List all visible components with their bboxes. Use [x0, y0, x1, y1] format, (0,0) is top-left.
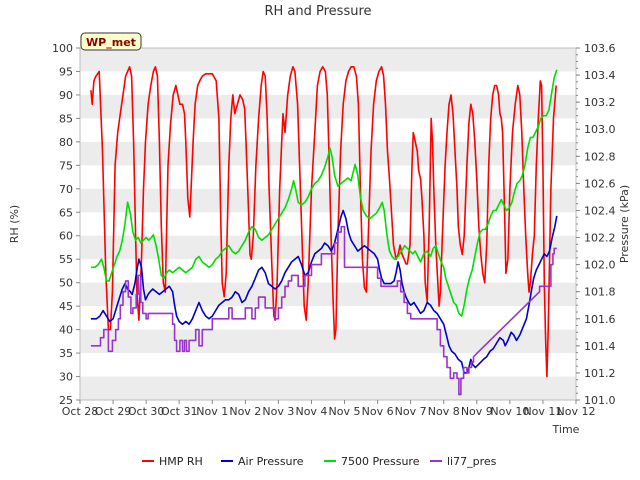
x-tick-label: Nov 5 — [329, 405, 361, 418]
x-tick-label: Oct 28 — [62, 405, 99, 418]
right-tick-label: 102.0 — [584, 259, 616, 272]
left-tick-label: 85 — [59, 112, 73, 125]
x-tick-label: Nov 8 — [428, 405, 460, 418]
x-tick-label: Oct 31 — [161, 405, 198, 418]
left-tick-label: 30 — [59, 371, 73, 384]
x-tick-label: Nov 3 — [262, 405, 294, 418]
x-tick-label: Nov 7 — [395, 405, 427, 418]
x-tick-label: Nov 1 — [196, 405, 228, 418]
legend-label: HMP RH — [159, 455, 203, 468]
right-tick-label: 103.2 — [584, 96, 616, 109]
x-axis-label: Time — [552, 423, 580, 436]
grid-band — [80, 188, 576, 213]
x-tick-label: Nov 12 — [557, 405, 596, 418]
x-tick-label: Oct 29 — [95, 405, 132, 418]
site-badge: WP_met — [80, 32, 142, 51]
grid-band — [80, 235, 576, 260]
legend: HMP RH Air Pressure 7500 Pressure li77_pres — [142, 455, 497, 468]
y-axis-label-right: Pressure (kPa) — [618, 185, 631, 263]
left-tick-label: 80 — [59, 136, 73, 149]
left-tick-label: 25 — [59, 394, 73, 407]
right-tick-label: 102.8 — [584, 150, 616, 163]
left-tick-label: 45 — [59, 300, 73, 313]
left-tick-label: 95 — [59, 65, 73, 78]
right-tick-label: 101.8 — [584, 286, 616, 299]
x-tick-label: Nov 11 — [523, 405, 562, 418]
grid-band — [80, 48, 576, 72]
left-tick-label: 70 — [59, 183, 73, 196]
right-tick-label: 103.0 — [584, 123, 616, 136]
x-tick-label: Oct 30 — [128, 405, 165, 418]
chart-title: RH and Pressure — [264, 4, 371, 19]
left-tick-label: 100 — [52, 42, 73, 55]
site-badge-box — [80, 32, 142, 51]
grid-band — [80, 329, 576, 354]
legend-label: li77_pres — [447, 455, 497, 468]
left-tick-label: 60 — [59, 230, 73, 243]
right-tick-label: 103.6 — [584, 42, 616, 55]
legend-label: Air Pressure — [238, 455, 304, 468]
left-axis: 25 30 35 40 45 50 55 60 65 70 75 80 85 90 95 100 — [52, 42, 80, 407]
right-axis: 101.0 101.2 101.4 101.6 101.8 102.0 102.2 102.4… — [576, 42, 616, 407]
series-line-air-pressure — [90, 209, 558, 374]
right-tick-label: 101.4 — [584, 340, 616, 353]
right-tick-label: 101.0 — [584, 394, 616, 407]
right-tick-label: 103.4 — [584, 69, 616, 82]
left-tick-label: 90 — [59, 89, 73, 102]
series-layer — [90, 66, 558, 396]
site-badge-label: WP_met — [86, 36, 136, 49]
grid-band — [80, 282, 576, 307]
left-tick-label: 35 — [59, 347, 73, 360]
left-tick-label: 55 — [59, 253, 73, 266]
right-tick-label: 101.6 — [584, 313, 616, 326]
x-tick-label: Nov 4 — [295, 405, 327, 418]
right-tick-label: 102.6 — [584, 177, 616, 190]
right-tick-label: 102.2 — [584, 232, 616, 245]
x-tick-label: Nov 2 — [229, 405, 261, 418]
left-tick-label: 65 — [59, 206, 73, 219]
series-line-hmp-rh — [90, 66, 557, 378]
x-tick-label: Nov 9 — [461, 405, 493, 418]
series-line-7500-pressure — [90, 69, 558, 317]
grid-band — [80, 376, 576, 400]
legend-label: 7500 Pressure — [341, 455, 420, 468]
series-line-li77-pres — [90, 225, 557, 396]
right-tick-label: 102.4 — [584, 204, 616, 217]
left-tick-label: 50 — [59, 277, 73, 290]
right-tick-label: 101.2 — [584, 367, 616, 380]
left-tick-label: 75 — [59, 159, 73, 172]
left-tick-label: 40 — [59, 324, 73, 337]
x-tick-label: Nov 6 — [362, 405, 394, 418]
x-tick-label: Nov 10 — [490, 405, 529, 418]
y-axis-label-left: RH (%) — [8, 205, 21, 243]
